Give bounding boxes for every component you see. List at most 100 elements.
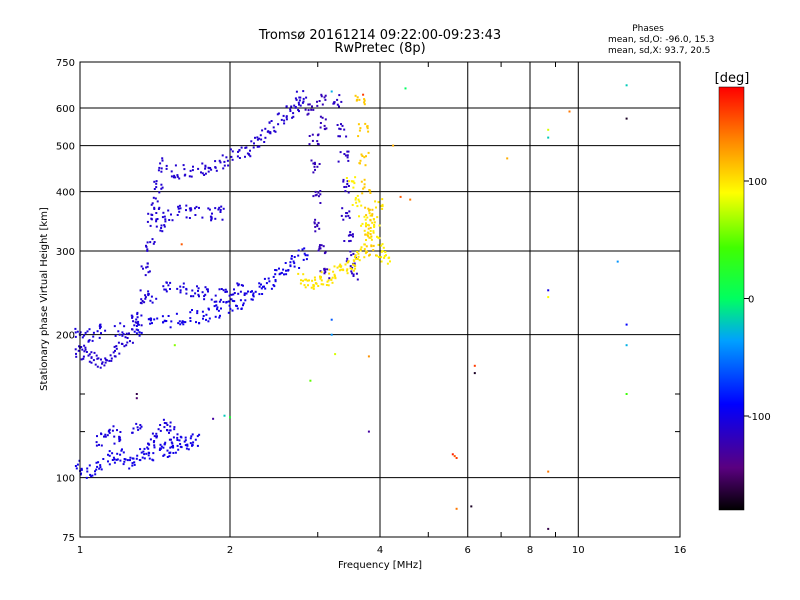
data-point [374, 200, 377, 203]
data-point [367, 207, 370, 210]
data-point [372, 249, 375, 252]
data-point [149, 241, 152, 244]
data-point [225, 156, 228, 159]
data-point [295, 98, 298, 101]
data-point [125, 344, 128, 347]
data-point [269, 132, 272, 135]
data-point [249, 149, 251, 152]
data-point [254, 136, 256, 139]
data-point [363, 103, 366, 106]
data-point [324, 98, 327, 101]
data-point [250, 298, 253, 301]
data-point [98, 336, 101, 339]
data-point [305, 96, 308, 99]
data-point [338, 105, 340, 108]
data-point [112, 456, 115, 459]
data-point [74, 335, 77, 338]
data-point [80, 358, 83, 361]
data-point [108, 463, 111, 466]
data-point [178, 320, 181, 323]
data-point [196, 444, 199, 447]
data-point [341, 207, 344, 210]
data-point [359, 249, 362, 252]
data-point [177, 207, 180, 210]
data-point [250, 140, 253, 143]
data-point [202, 315, 205, 317]
data-point [306, 254, 309, 257]
data-point [218, 206, 221, 209]
data-point [327, 284, 330, 287]
colorbar-tick-label: 100 [748, 177, 767, 188]
data-point [171, 442, 174, 445]
data-point [130, 314, 133, 317]
data-point [455, 457, 458, 459]
data-point [126, 341, 129, 344]
data-point [313, 276, 316, 279]
colorbar-tick-label: 0 [748, 295, 754, 306]
data-point [240, 146, 243, 149]
data-point [119, 459, 122, 462]
data-point [318, 247, 321, 250]
data-point [125, 332, 128, 335]
data-point [363, 156, 366, 159]
data-point [323, 269, 326, 272]
data-point [135, 318, 138, 321]
data-point [135, 457, 138, 460]
data-point [164, 441, 167, 444]
data-point [108, 428, 111, 431]
data-point [121, 334, 124, 337]
data-point [314, 225, 317, 228]
data-point [347, 191, 350, 194]
data-point [95, 441, 98, 444]
data-point [293, 256, 296, 258]
data-point [311, 105, 313, 108]
data-point [131, 462, 134, 465]
data-point [345, 135, 348, 138]
y-axis-label: Stationary phase Virtual Height [km] [39, 207, 50, 391]
data-point [364, 233, 367, 236]
data-point [176, 175, 179, 178]
data-point [159, 429, 162, 432]
data-point [204, 293, 207, 296]
data-point [104, 357, 107, 360]
data-point [190, 295, 192, 298]
data-point [287, 269, 290, 272]
data-point [98, 467, 101, 470]
data-point [116, 452, 119, 455]
data-point [328, 268, 331, 271]
data-point [375, 206, 377, 209]
data-point [399, 195, 402, 198]
data-point [348, 240, 351, 243]
data-point [151, 322, 153, 325]
data-point [80, 467, 83, 470]
data-point [169, 451, 172, 454]
data-point [118, 352, 121, 355]
data-point [159, 229, 162, 232]
data-point [210, 219, 213, 222]
data-point [111, 452, 114, 455]
data-point [319, 190, 322, 192]
data-point [80, 468, 83, 471]
data-point [320, 95, 323, 98]
data-point [243, 294, 246, 296]
data-point [161, 230, 164, 233]
data-point [318, 227, 321, 230]
data-point [380, 256, 383, 259]
data-point [285, 116, 288, 119]
data-point [165, 281, 168, 284]
data-point [312, 171, 315, 174]
data-point [131, 464, 134, 467]
data-point [360, 246, 363, 249]
data-point [249, 290, 252, 293]
data-point [170, 213, 172, 216]
data-point [88, 339, 91, 342]
data-point [99, 464, 102, 467]
data-point [96, 365, 99, 368]
data-point [260, 138, 263, 141]
data-point [182, 320, 185, 323]
data-point [136, 313, 139, 316]
data-point [159, 447, 162, 450]
data-point [298, 96, 301, 99]
data-point [151, 238, 154, 241]
data-point [129, 456, 132, 459]
